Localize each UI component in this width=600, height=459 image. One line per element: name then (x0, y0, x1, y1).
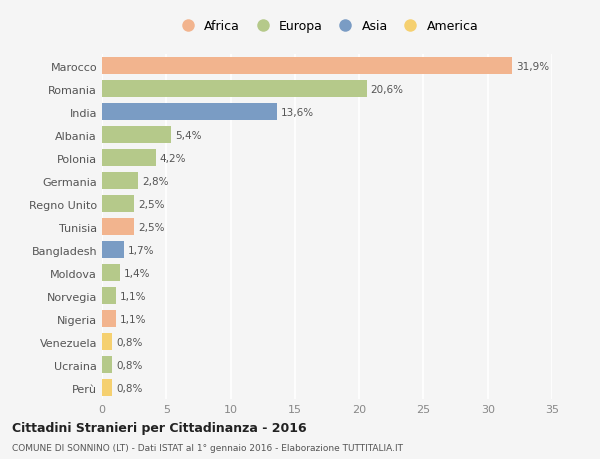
Bar (102, 287, 116, 305)
Bar (102, 333, 112, 351)
Bar (102, 58, 512, 75)
Text: Cittadini Stranieri per Cittadinanza - 2016: Cittadini Stranieri per Cittadinanza - 2… (12, 421, 307, 434)
Text: 2,5%: 2,5% (138, 222, 164, 232)
Text: 4,2%: 4,2% (160, 153, 187, 163)
Bar (102, 81, 367, 98)
Text: 0,8%: 0,8% (116, 337, 143, 347)
Bar (102, 127, 172, 144)
Bar (102, 150, 156, 167)
Text: 2,8%: 2,8% (142, 176, 169, 186)
Bar (102, 264, 120, 282)
Bar (102, 104, 277, 121)
Bar (102, 241, 124, 259)
Text: 13,6%: 13,6% (281, 107, 314, 118)
Bar (102, 173, 138, 190)
Text: 5,4%: 5,4% (175, 130, 202, 140)
Text: 1,4%: 1,4% (124, 268, 151, 278)
Text: 20,6%: 20,6% (371, 84, 404, 95)
Text: 0,8%: 0,8% (116, 383, 143, 393)
Bar (102, 356, 112, 374)
Text: 1,1%: 1,1% (120, 314, 146, 324)
Text: COMUNE DI SONNINO (LT) - Dati ISTAT al 1° gennaio 2016 - Elaborazione TUTTITALIA: COMUNE DI SONNINO (LT) - Dati ISTAT al 1… (12, 443, 403, 452)
Text: 2,5%: 2,5% (138, 199, 164, 209)
Legend: Africa, Europa, Asia, America: Africa, Europa, Asia, America (176, 20, 478, 33)
Bar (102, 218, 134, 236)
Bar (102, 379, 112, 397)
Text: 0,8%: 0,8% (116, 360, 143, 370)
Text: 1,1%: 1,1% (120, 291, 146, 301)
Text: 31,9%: 31,9% (516, 62, 549, 72)
Bar (102, 310, 116, 328)
Text: 1,7%: 1,7% (128, 245, 154, 255)
Bar (102, 196, 134, 213)
